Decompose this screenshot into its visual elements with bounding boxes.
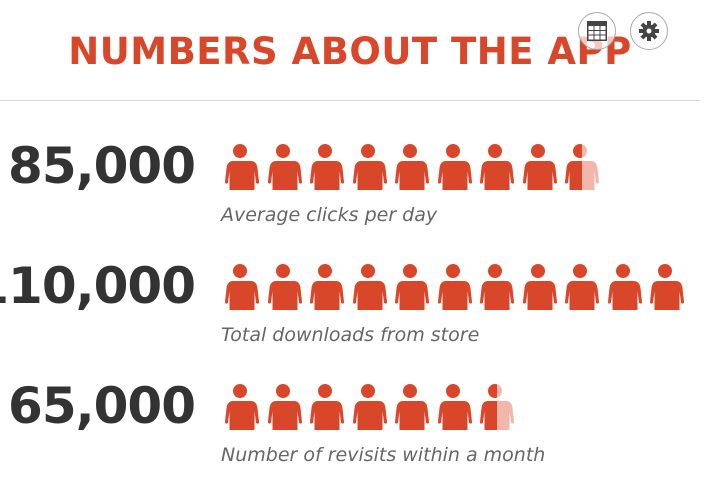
- settings-button[interactable]: [630, 12, 668, 50]
- person-icon: [437, 264, 472, 310]
- person-icon: [224, 144, 260, 190]
- gear-icon: [639, 21, 659, 41]
- stat-value: 85,000: [8, 137, 196, 195]
- stat-value: 65,000: [8, 377, 196, 435]
- person-icon: [522, 264, 557, 310]
- person-icon: [479, 144, 515, 190]
- person-icon: [649, 264, 685, 310]
- person-icon: [479, 264, 515, 310]
- stat-label: Average clicks per day: [221, 204, 438, 226]
- person-icon: [309, 264, 345, 310]
- stat-label: Number of revisits within a month: [221, 444, 546, 466]
- person-icon: [224, 264, 260, 310]
- person-icon: [479, 384, 515, 430]
- person-icon: [607, 264, 642, 310]
- stat-row: 110,000 Total downloads from store: [0, 257, 713, 382]
- person-icon: [224, 384, 260, 430]
- person-icon: [394, 144, 430, 190]
- view-data-button[interactable]: [578, 12, 616, 50]
- person-icon: [564, 144, 600, 190]
- person-icon: [437, 144, 472, 190]
- stat-row: 65,000 Number of revisits within a month: [0, 377, 713, 502]
- person-icon: [309, 384, 345, 430]
- person-icon: [352, 144, 387, 190]
- stat-value: 110,000: [0, 257, 196, 315]
- person-icon: [352, 264, 387, 310]
- person-icon: [267, 384, 302, 430]
- person-icon: [437, 384, 472, 430]
- page-title: NUMBERS ABOUT THE APP: [68, 30, 632, 73]
- table-icon: [587, 21, 607, 41]
- person-icon: [522, 144, 557, 190]
- stat-row: 85,000 Average clicks per day: [0, 137, 713, 262]
- person-icon: [564, 264, 600, 310]
- person-icon: [394, 384, 430, 430]
- person-icon: [267, 144, 302, 190]
- person-icon: [394, 264, 430, 310]
- person-icon: [352, 384, 387, 430]
- stat-label: Total downloads from store: [221, 324, 480, 346]
- person-icon: [267, 264, 302, 310]
- divider: [0, 100, 700, 101]
- person-icon: [309, 144, 345, 190]
